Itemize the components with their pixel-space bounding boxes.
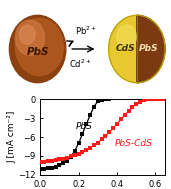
Text: Pb$^{2+}$: Pb$^{2+}$ xyxy=(75,24,96,37)
Wedge shape xyxy=(137,15,165,83)
Circle shape xyxy=(15,20,45,55)
Circle shape xyxy=(109,15,165,83)
Text: Cd$^{2+}$: Cd$^{2+}$ xyxy=(69,58,92,70)
Text: PbS: PbS xyxy=(76,122,93,132)
Text: CdS: CdS xyxy=(116,44,135,53)
Text: PbS: PbS xyxy=(139,44,159,53)
Circle shape xyxy=(9,15,66,83)
Circle shape xyxy=(117,25,136,49)
Circle shape xyxy=(19,25,35,44)
Circle shape xyxy=(15,18,63,76)
Y-axis label: J [mA cm⁻²]: J [mA cm⁻²] xyxy=(7,111,16,163)
Text: PbS: PbS xyxy=(27,47,50,57)
Text: PbS-CdS: PbS-CdS xyxy=(115,139,153,149)
